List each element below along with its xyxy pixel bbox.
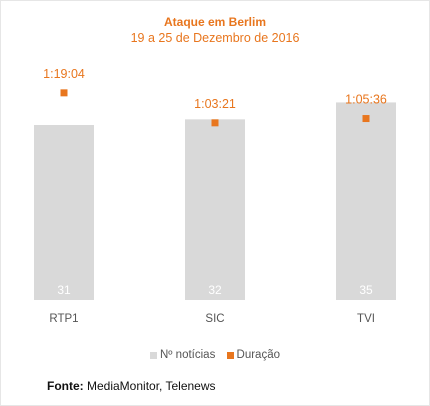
legend-label-noticias: Nº notícias bbox=[159, 349, 216, 361]
bar-value-sic: 32 bbox=[208, 283, 222, 297]
duration-label-tvi: 1:05:36 bbox=[345, 93, 387, 107]
category-label-tvi: TVI bbox=[357, 313, 375, 325]
source-text: MediaMonitor, Telenews bbox=[87, 379, 216, 393]
duration-marker-rtp1 bbox=[60, 89, 68, 97]
legend-item-noticias: Nº notícias bbox=[149, 349, 216, 361]
bar-tvi bbox=[336, 102, 396, 300]
legend-label-duracao: Duração bbox=[236, 349, 280, 361]
chart-subtitle: 19 a 25 de Dezembro de 2016 bbox=[130, 31, 300, 45]
legend-swatch-duracao bbox=[226, 351, 234, 359]
legend-item-duracao: Duração bbox=[226, 349, 280, 361]
source-note: Fonte: MediaMonitor, Telenews bbox=[47, 379, 216, 393]
chart-title: Ataque em Berlim bbox=[163, 15, 267, 29]
duration-marker-tvi bbox=[362, 115, 370, 123]
category-label-sic: SIC bbox=[205, 313, 224, 325]
source-label: Fonte: bbox=[47, 379, 84, 393]
legend: Nº notícias Duração bbox=[0, 349, 430, 362]
legend-swatch-noticias bbox=[149, 351, 157, 359]
bar-value-rtp1: 31 bbox=[57, 283, 71, 297]
bar-sic bbox=[185, 119, 245, 301]
bar-value-tvi: 35 bbox=[359, 283, 373, 297]
category-label-rtp1: RTP1 bbox=[49, 313, 78, 325]
duration-marker-sic bbox=[211, 119, 219, 127]
duration-label-sic: 1:03:21 bbox=[194, 97, 236, 111]
bar-rtp1 bbox=[34, 125, 94, 300]
duration-label-rtp1: 1:19:04 bbox=[43, 67, 85, 81]
